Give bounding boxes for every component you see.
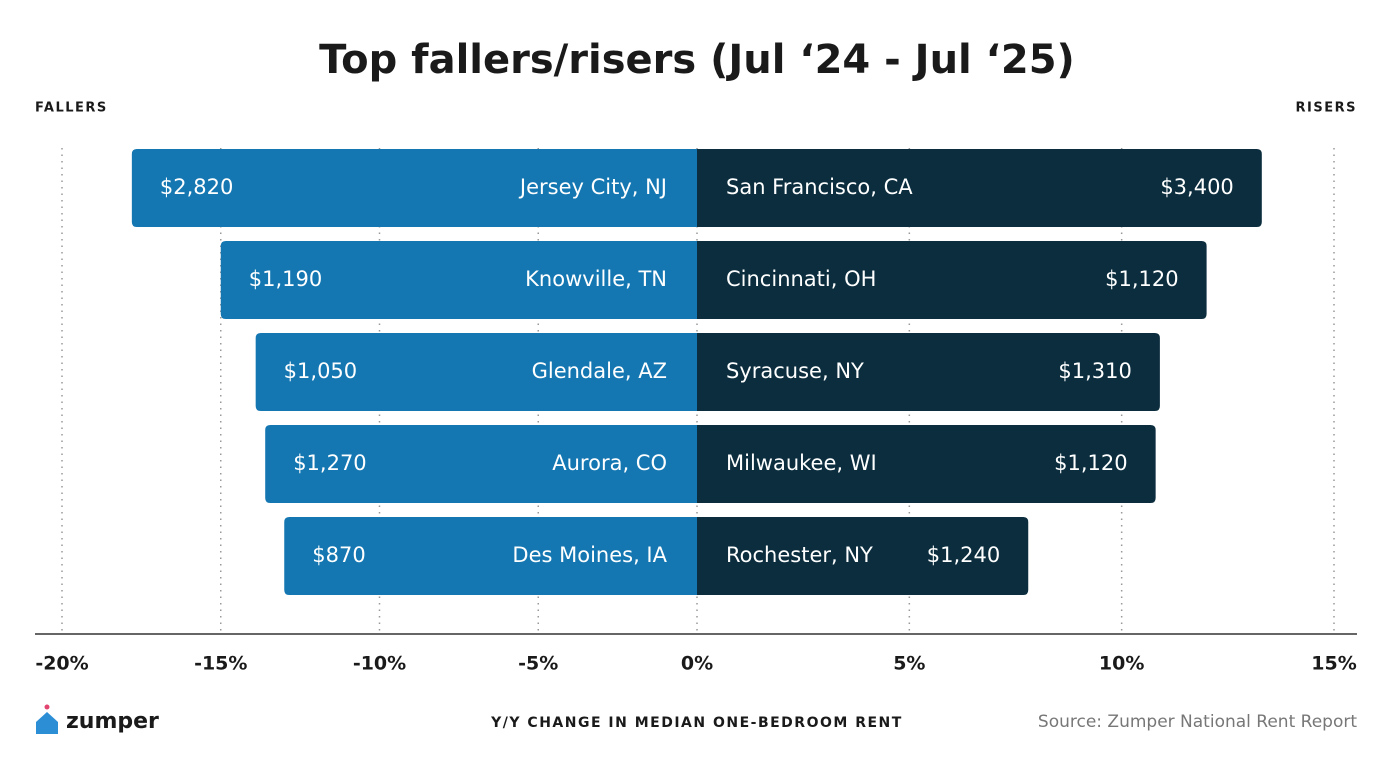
bar — [131, 149, 698, 227]
bar — [697, 333, 1160, 411]
risers-label: RISERS — [1296, 101, 1357, 116]
city-label: Rochester, NY — [726, 543, 873, 567]
bar — [265, 425, 697, 503]
rent-label: $1,120 — [1105, 267, 1178, 291]
bar — [697, 425, 1156, 503]
rent-label: $2,820 — [160, 175, 233, 199]
logo-text: zumper — [66, 709, 159, 734]
city-label: Jersey City, NJ — [518, 175, 667, 199]
bar — [255, 333, 698, 411]
city-label: Des Moines, IA — [512, 543, 667, 567]
bar — [284, 517, 697, 595]
x-tick-label: 0% — [681, 653, 713, 675]
rent-label: $1,240 — [927, 543, 1000, 567]
x-tick-label: 10% — [1099, 653, 1144, 675]
rent-label: $1,190 — [249, 267, 322, 291]
city-label: Milwaukee, WI — [726, 451, 877, 475]
bar — [697, 149, 1262, 227]
rent-label: $1,050 — [284, 359, 357, 383]
x-tick-label: -15% — [194, 653, 247, 675]
rent-label: $3,400 — [1160, 175, 1233, 199]
city-label: San Francisco, CA — [726, 175, 913, 199]
source: Source: Zumper National Rent Report — [1038, 712, 1357, 732]
rent-label: $1,270 — [293, 451, 366, 475]
x-tick-label: -20% — [35, 653, 88, 675]
x-tick-label: -10% — [353, 653, 406, 675]
x-tick-label: 15% — [1311, 653, 1356, 675]
rent-label: $1,120 — [1054, 451, 1127, 475]
x-tick-label: 5% — [893, 653, 925, 675]
x-tick-label: -5% — [518, 653, 558, 675]
city-label: Knowville, TN — [525, 267, 667, 291]
chart-title: Top fallers/risers (Jul ‘24 - Jul ‘25) — [319, 37, 1075, 83]
rent-label: $1,310 — [1058, 359, 1131, 383]
bar — [697, 241, 1207, 319]
rent-label: $870 — [312, 543, 365, 567]
city-label: Syracuse, NY — [726, 359, 864, 383]
city-label: Cincinnati, OH — [726, 267, 876, 291]
bar — [697, 517, 1029, 595]
logo-icon — [36, 704, 58, 734]
x-axis-label: Y/Y CHANGE IN MEDIAN ONE-BEDROOM RENT — [490, 715, 903, 731]
fallers-label: FALLERS — [35, 101, 108, 116]
bar — [220, 241, 697, 319]
city-label: Aurora, CO — [552, 451, 667, 475]
city-label: Glendale, AZ — [532, 359, 667, 383]
